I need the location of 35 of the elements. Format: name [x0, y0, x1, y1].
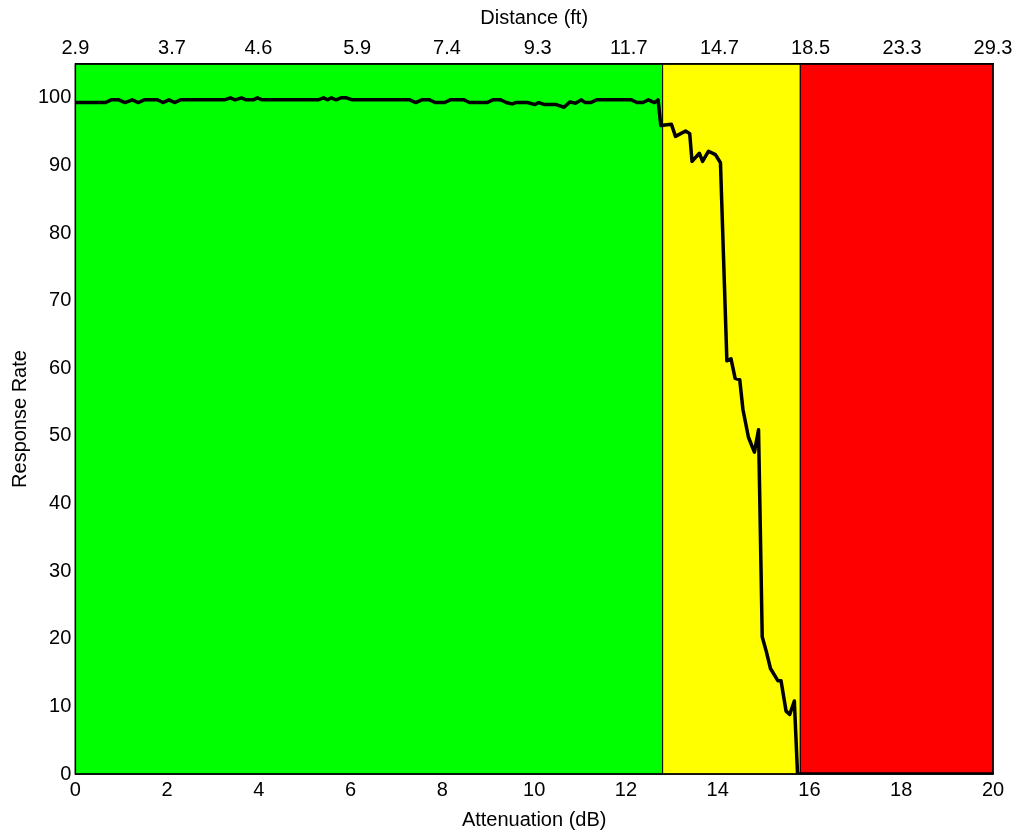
y-tick-label: 60 — [49, 355, 72, 378]
x-tick-label: 10 — [523, 777, 546, 800]
y-tick-label: 90 — [49, 152, 72, 175]
x2-tick-label: 23.3 — [882, 35, 922, 58]
x-tick-label: 16 — [798, 777, 821, 800]
y-tick-label: 100 — [37, 85, 72, 108]
x-tick-label: 2 — [161, 777, 173, 800]
x2-tick-label: 9.3 — [523, 35, 552, 58]
x-tick-label: 8 — [436, 777, 448, 800]
y-tick-label: 10 — [49, 693, 72, 716]
x2-tick-label: 5.9 — [343, 35, 372, 58]
x2-tick-label: 14.7 — [699, 35, 739, 58]
x-axis-title: Attenuation (dB) — [461, 807, 607, 830]
x2-tick-label: 7.4 — [433, 35, 461, 58]
x-tick-label: 4 — [253, 777, 265, 800]
x-tick-label: 14 — [706, 777, 729, 800]
x2-tick-label: 2.9 — [61, 35, 90, 58]
y-tick-label: 40 — [49, 491, 72, 514]
y-tick-label: 70 — [49, 288, 72, 311]
x2-tick-label: 3.7 — [158, 35, 186, 58]
y-tick-label: 20 — [49, 626, 72, 649]
x2-tick-label: 18.5 — [791, 35, 831, 58]
x-tick-label: 18 — [890, 777, 913, 800]
y-axis-title: Response Rate — [7, 350, 30, 488]
x-tick-label: 20 — [981, 777, 1005, 800]
y-tick-label: 0 — [60, 761, 72, 784]
y-tick-label: 50 — [49, 423, 72, 446]
y-tick-label: 30 — [49, 558, 72, 581]
x-tick-label: 12 — [614, 777, 638, 800]
x2-tick-label: 11.7 — [610, 35, 648, 58]
x-tick-label: 6 — [345, 777, 357, 800]
y-tick-label: 80 — [49, 220, 72, 243]
x2-tick-label: 4.6 — [244, 35, 273, 58]
x2-tick-label: 29.3 — [973, 35, 1013, 58]
x2-axis-title: Distance (ft) — [480, 5, 589, 28]
